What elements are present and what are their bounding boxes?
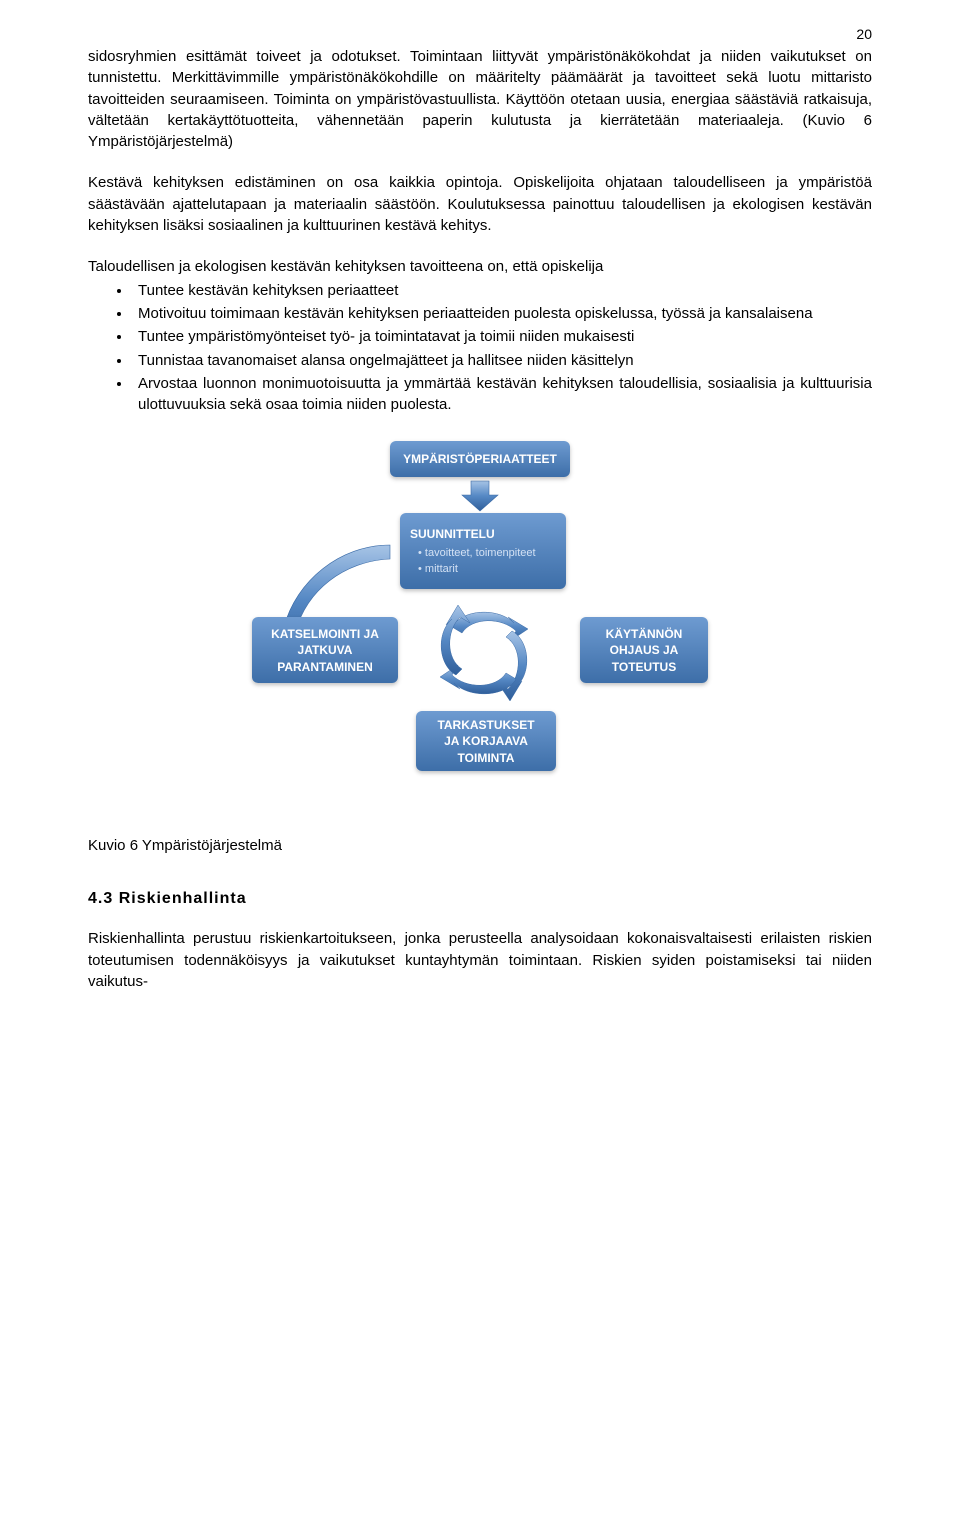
list-item: Tunnistaa tavanomaiset alansa ongelmajät…: [132, 350, 872, 371]
diagram-sub-item: • tavoitteet, toimenpiteet: [418, 546, 556, 561]
down-arrow-icon: [462, 481, 498, 511]
page-number: 20: [88, 26, 872, 42]
paragraph-3-lead: Taloudellisen ja ekologisen kestävän keh…: [88, 256, 872, 277]
figure-caption: Kuvio 6 Ympäristöjärjestelmä: [88, 837, 872, 854]
diagram-box-right: KÄYTÄNNÖN OHJAUS JA TOTEUTUS: [580, 617, 708, 683]
diagram-box-line: TARKASTUKSET: [437, 717, 534, 733]
cycle-arrows-icon: [440, 605, 528, 701]
list-item: Arvostaa luonnon monimuotoisuutta ja ymm…: [132, 373, 872, 416]
diagram-box-line: TOTEUTUS: [612, 659, 676, 675]
list-item: Motivoituu toimimaan kestävän kehityksen…: [132, 303, 872, 324]
diagram-box-line: JATKUVA: [298, 642, 353, 658]
diagram-box-line: PARANTAMINEN: [277, 659, 373, 675]
diagram-box-plan: SUUNNITTELU • tavoitteet, toimenpiteet •…: [400, 513, 566, 589]
document-page: 20 sidosryhmien esittämät toiveet ja odo…: [0, 0, 960, 1052]
list-item: Tuntee kestävän kehityksen periaatteet: [132, 280, 872, 301]
diagram-box-line: KÄYTÄNNÖN: [606, 626, 683, 642]
list-item: Tuntee ympäristömyönteiset työ- ja toimi…: [132, 326, 872, 347]
diagram-box-line: TOIMINTA: [458, 750, 515, 766]
diagram-box-label: YMPÄRISTÖPERIAATTEET: [403, 451, 557, 467]
paragraph-1: sidosryhmien esittämät toiveet ja odotuk…: [88, 46, 872, 152]
section-heading: 4.3 Riskienhallinta: [88, 890, 872, 908]
diagram-box-bottom: TARKASTUKSET JA KORJAAVA TOIMINTA: [416, 711, 556, 771]
diagram-box-subitems: • tavoitteet, toimenpiteet • mittarit: [410, 546, 556, 577]
paragraph-2: Kestävä kehityksen edistäminen on osa ka…: [88, 172, 872, 236]
environment-system-diagram: YMPÄRISTÖPERIAATTEET SUUNNITTELU • tavoi…: [230, 441, 730, 783]
diagram-box-top: YMPÄRISTÖPERIAATTEET: [390, 441, 570, 477]
diagram-box-line: KATSELMOINTI JA: [271, 626, 379, 642]
diagram-box-left: KATSELMOINTI JA JATKUVA PARANTAMINEN: [252, 617, 398, 683]
diagram-box-title: SUUNNITTELU: [410, 526, 495, 542]
diagram-sub-item: • mittarit: [418, 562, 556, 577]
paragraph-last: Riskienhallinta perustuu riskienkartoitu…: [88, 928, 872, 992]
bullet-list: Tuntee kestävän kehityksen periaatteet M…: [88, 280, 872, 416]
diagram-box-line: OHJAUS JA: [610, 642, 679, 658]
diagram-box-line: JA KORJAAVA: [444, 733, 528, 749]
